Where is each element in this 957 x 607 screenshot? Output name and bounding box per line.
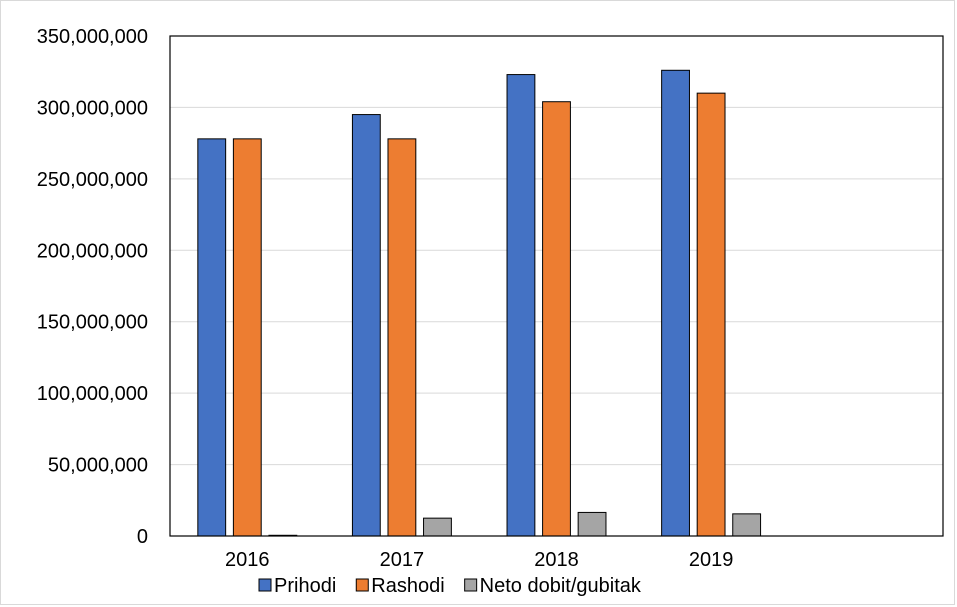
y-tick-label: 150,000,000 [37,312,148,334]
legend-swatch [355,578,369,592]
y-tick-label: 300,000,000 [37,97,148,119]
bar-rashodi-2017 [387,138,417,537]
legend-item: Prihodi [258,575,336,597]
bar-rashodi-2018 [542,101,571,537]
bar-rashodi-2019 [696,92,726,537]
plot-area-border [169,35,944,537]
y-axis-ticks: 0 50,000,000 100,000,000 150,000,000 200,000… [37,26,148,548]
legend-swatch [464,578,478,592]
bar-prihodi-2018 [506,74,536,537]
bar-prihodi-2016 [197,138,227,537]
legend-swatch [258,578,272,592]
y-tick-label: 100,000,000 [37,383,148,405]
y-tick-label: 0 [137,526,148,548]
y-tick-label: 200,000,000 [37,240,148,262]
legend-item: Neto dobit/gubitak [464,575,642,597]
bar-neto-dobit-gubitak-2018 [577,511,607,537]
legend-label: Neto dobit/gubitak [480,575,642,597]
legend-label: Rashodi [371,575,444,597]
bar-prihodi-2019 [661,69,690,537]
x-axis-ticks: 2016 2017 2018 2019 [225,549,733,571]
y-tick-label: 250,000,000 [37,169,148,191]
legend-label: Prihodi [274,575,336,597]
legend-item: Rashodi [355,575,445,597]
x-tick-label: 2017 [380,549,425,571]
bar-neto-dobit-gubitak-2019 [732,513,762,537]
legend: Prihodi Rashodi Neto dobit/gubitak [258,575,642,597]
x-tick-label: 2019 [689,549,734,571]
y-tick-label: 350,000,000 [37,26,148,48]
bar-neto-dobit-gubitak-2017 [423,517,452,537]
bar-prihodi-2017 [351,114,381,537]
bars [197,69,762,537]
x-tick-label: 2016 [225,549,270,571]
gridlines [170,106,943,466]
bar-rashodi-2016 [232,138,262,537]
y-tick-label: 50,000,000 [48,455,148,477]
x-tick-label: 2018 [534,549,579,571]
